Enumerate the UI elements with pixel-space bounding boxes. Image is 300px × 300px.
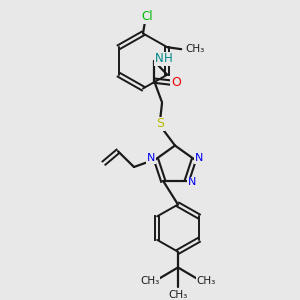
Text: N: N [154, 52, 164, 65]
Text: O: O [171, 76, 181, 89]
Text: N: N [195, 153, 203, 163]
Text: CH₃: CH₃ [140, 276, 160, 286]
Text: N: N [147, 153, 155, 163]
Text: N: N [188, 177, 196, 187]
Text: H: H [164, 52, 172, 65]
Text: CH₃: CH₃ [168, 290, 188, 300]
Text: CH₃: CH₃ [196, 276, 216, 286]
Text: Cl: Cl [141, 10, 153, 23]
Text: CH₃: CH₃ [186, 44, 205, 54]
Text: S: S [156, 117, 164, 130]
